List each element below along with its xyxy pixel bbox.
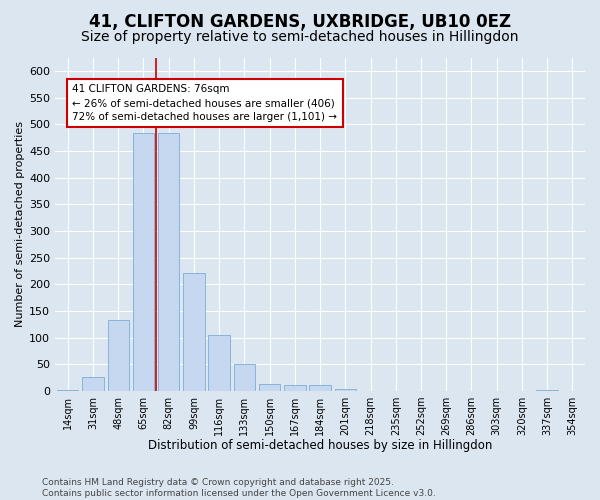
Bar [284, 384, 305, 391]
X-axis label: Distribution of semi-detached houses by size in Hillingdon: Distribution of semi-detached houses by … [148, 440, 492, 452]
Bar [259, 384, 280, 391]
Bar [133, 134, 154, 391]
Text: Contains HM Land Registry data © Crown copyright and database right 2025.
Contai: Contains HM Land Registry data © Crown c… [42, 478, 436, 498]
Bar [208, 335, 230, 391]
Bar [183, 273, 205, 391]
Bar [57, 390, 79, 391]
Text: 41 CLIFTON GARDENS: 76sqm
← 26% of semi-detached houses are smaller (406)
72% of: 41 CLIFTON GARDENS: 76sqm ← 26% of semi-… [73, 84, 337, 122]
Bar [107, 320, 129, 391]
Bar [233, 364, 255, 391]
Y-axis label: Number of semi-detached properties: Number of semi-detached properties [15, 121, 25, 327]
Bar [158, 134, 179, 391]
Text: 41, CLIFTON GARDENS, UXBRIDGE, UB10 0EZ: 41, CLIFTON GARDENS, UXBRIDGE, UB10 0EZ [89, 12, 511, 30]
Bar [310, 384, 331, 391]
Bar [536, 390, 558, 391]
Bar [82, 376, 104, 391]
Text: Size of property relative to semi-detached houses in Hillingdon: Size of property relative to semi-detach… [81, 30, 519, 44]
Bar [335, 389, 356, 391]
